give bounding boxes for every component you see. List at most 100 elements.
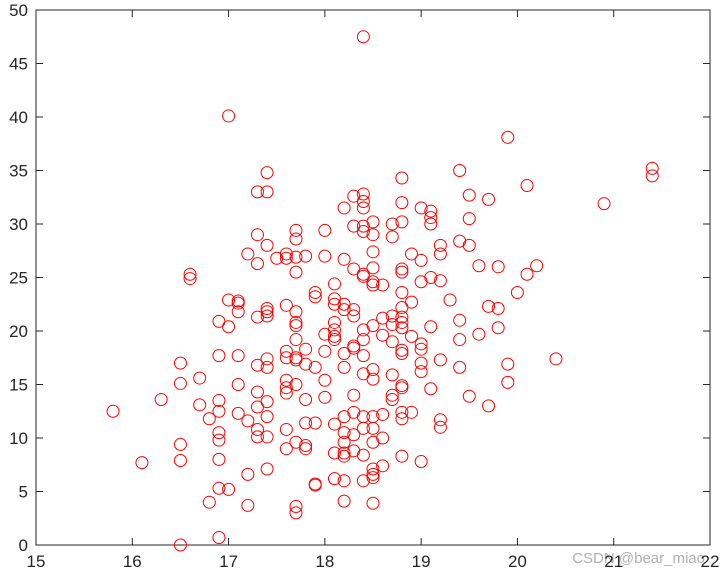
point [385, 217, 399, 231]
point [347, 303, 361, 317]
point [472, 327, 486, 341]
point [299, 442, 313, 456]
point [366, 319, 380, 333]
point [385, 318, 399, 332]
point [212, 426, 226, 440]
point [405, 329, 419, 343]
point [453, 164, 467, 177]
point [347, 388, 361, 402]
point [299, 416, 313, 430]
point [472, 259, 486, 273]
point [279, 251, 293, 265]
point [414, 342, 428, 356]
point [453, 313, 467, 327]
x-tick-label: 19 [412, 552, 431, 571]
point [356, 30, 370, 44]
point [366, 496, 380, 510]
y-tick-label: 15 [9, 376, 28, 395]
y-tick-label: 50 [9, 1, 28, 20]
point [289, 506, 303, 520]
point [318, 344, 332, 358]
point [395, 449, 409, 463]
point [405, 247, 419, 261]
point [491, 302, 505, 316]
point [347, 428, 361, 442]
point [520, 267, 534, 281]
point [289, 319, 303, 333]
point [173, 538, 187, 552]
point [173, 437, 187, 451]
point [299, 342, 313, 356]
point [279, 422, 293, 436]
x-tick-label: 20 [508, 552, 527, 571]
point [414, 201, 428, 215]
point [337, 426, 351, 440]
point [405, 405, 419, 419]
point [501, 375, 515, 389]
x-tick-label: 15 [27, 552, 46, 571]
point [173, 356, 187, 370]
point [318, 249, 332, 263]
point [482, 399, 496, 413]
point [318, 223, 332, 237]
point [222, 482, 236, 496]
point [366, 462, 380, 476]
point [289, 305, 303, 319]
point [327, 446, 341, 460]
point [250, 430, 264, 444]
point [231, 378, 245, 391]
point [183, 267, 197, 281]
point [376, 407, 390, 421]
point [173, 376, 187, 390]
point [510, 285, 524, 299]
point [222, 320, 236, 334]
point [299, 249, 313, 263]
point [424, 204, 438, 218]
point [327, 417, 341, 431]
point [318, 373, 332, 387]
point [279, 373, 293, 387]
point [337, 494, 351, 508]
x-tick-label: 21 [604, 552, 623, 571]
point [453, 360, 467, 374]
x-tick-label: 17 [219, 552, 238, 571]
y-tick-label: 5 [19, 483, 28, 502]
point [482, 299, 496, 313]
point [183, 272, 197, 286]
point [356, 201, 370, 215]
point [299, 357, 313, 371]
point [385, 230, 399, 244]
point [222, 109, 236, 123]
point [414, 275, 428, 289]
point [193, 371, 207, 385]
point [462, 212, 476, 226]
point [424, 320, 438, 334]
y-tick-label: 30 [9, 215, 28, 234]
point [308, 290, 322, 304]
point [212, 349, 226, 363]
point [520, 178, 534, 192]
point [395, 196, 409, 210]
x-tick-label: 16 [123, 552, 142, 571]
point [356, 448, 370, 462]
point [376, 328, 390, 342]
point [250, 358, 264, 372]
point [279, 381, 293, 395]
point [491, 260, 505, 274]
point [337, 360, 351, 374]
point [356, 474, 370, 488]
point [453, 333, 467, 347]
point [395, 171, 409, 185]
point [395, 315, 409, 329]
point [645, 161, 659, 175]
point [308, 478, 322, 492]
point [597, 197, 611, 211]
point [289, 265, 303, 279]
point [299, 438, 313, 452]
point [414, 356, 428, 370]
point [212, 433, 226, 447]
point [327, 329, 341, 343]
point [279, 344, 293, 358]
